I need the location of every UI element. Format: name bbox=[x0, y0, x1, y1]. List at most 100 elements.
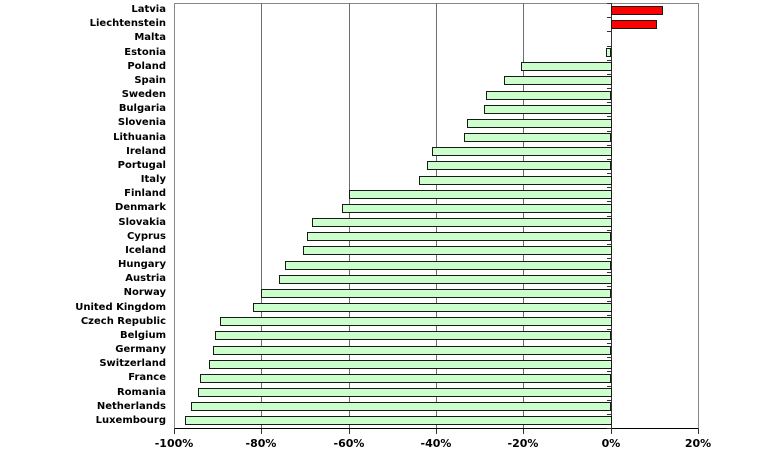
bar-finland bbox=[349, 190, 612, 199]
category-label-france: France bbox=[128, 372, 166, 383]
bar-belgium bbox=[215, 331, 611, 340]
category-label-luxembourg: Luxembourg bbox=[95, 415, 166, 426]
category-label-cyprus: Cyprus bbox=[126, 231, 166, 242]
bar-romania bbox=[198, 388, 612, 397]
category-tick-mark bbox=[607, 216, 612, 217]
category-label-switzerland: Switzerland bbox=[99, 358, 166, 369]
category-label-iceland: Iceland bbox=[125, 245, 166, 256]
x-tick-label--60: -60% bbox=[333, 437, 365, 450]
category-label-netherlands: Netherlands bbox=[96, 401, 166, 412]
bar-portugal bbox=[427, 161, 611, 170]
bar-lithuania bbox=[464, 133, 611, 142]
category-tick-mark bbox=[607, 60, 612, 61]
x-tick-mark--80 bbox=[261, 429, 262, 434]
bar-luxembourg bbox=[185, 416, 612, 425]
category-tick-mark bbox=[607, 159, 612, 160]
category-tick-mark bbox=[607, 230, 612, 231]
bar-norway bbox=[261, 289, 611, 298]
category-label-slovakia: Slovakia bbox=[118, 217, 166, 228]
x-tick-label--40: -40% bbox=[420, 437, 452, 450]
category-tick-mark bbox=[607, 131, 612, 132]
bar-poland bbox=[521, 62, 612, 71]
category-label-germany: Germany bbox=[115, 344, 166, 355]
bar-czech-republic bbox=[220, 317, 612, 326]
category-label-slovenia: Slovenia bbox=[117, 117, 166, 128]
bar-spain bbox=[504, 76, 612, 85]
x-tick-mark--20 bbox=[523, 429, 524, 434]
category-tick-mark bbox=[607, 116, 612, 117]
category-tick-mark bbox=[607, 187, 612, 188]
category-tick-mark bbox=[607, 31, 612, 32]
category-tick-mark bbox=[607, 386, 612, 387]
category-label-portugal: Portugal bbox=[117, 160, 166, 171]
bar-switzerland bbox=[209, 360, 612, 369]
category-label-czech-republic: Czech Republic bbox=[80, 316, 166, 327]
zero-axis-line bbox=[611, 3, 612, 428]
category-tick-mark bbox=[607, 301, 612, 302]
category-label-sweden: Sweden bbox=[121, 89, 166, 100]
x-tick-label--100: -100% bbox=[154, 437, 194, 450]
category-tick-mark bbox=[607, 272, 612, 273]
category-tick-mark bbox=[607, 173, 612, 174]
bar-denmark bbox=[342, 204, 612, 213]
category-tick-mark bbox=[607, 102, 612, 103]
category-tick-mark bbox=[607, 145, 612, 146]
bar-liechtenstein bbox=[611, 20, 657, 29]
category-tick-mark bbox=[607, 3, 612, 4]
bar-italy bbox=[419, 176, 612, 185]
category-label-hungary: Hungary bbox=[118, 259, 166, 270]
gridline--20 bbox=[523, 3, 524, 428]
category-label-bulgaria: Bulgaria bbox=[118, 103, 166, 114]
gridline--80 bbox=[261, 3, 262, 428]
bar-cyprus bbox=[307, 232, 611, 241]
bar-austria bbox=[279, 275, 612, 284]
bar-latvia bbox=[611, 6, 663, 15]
category-tick-mark bbox=[607, 371, 612, 372]
gridline--40 bbox=[436, 3, 437, 428]
category-tick-mark bbox=[607, 88, 612, 89]
category-tick-mark bbox=[607, 315, 612, 316]
bar-estonia bbox=[606, 48, 611, 57]
x-tick-label--80: -80% bbox=[245, 437, 277, 450]
category-label-liechtenstein: Liechtenstein bbox=[89, 18, 166, 29]
bar-netherlands bbox=[191, 402, 611, 411]
category-label-united-kingdom: United Kingdom bbox=[75, 302, 166, 313]
category-label-denmark: Denmark bbox=[115, 202, 166, 213]
bar-united-kingdom bbox=[253, 303, 612, 312]
x-tick-mark--100 bbox=[174, 429, 175, 434]
bar-hungary bbox=[285, 261, 611, 270]
category-label-romania: Romania bbox=[116, 387, 166, 398]
category-label-finland: Finland bbox=[124, 188, 166, 199]
category-label-malta: Malta bbox=[134, 32, 166, 43]
bar-sweden bbox=[486, 91, 611, 100]
bar-germany bbox=[213, 346, 611, 355]
x-tick-label-0: 0% bbox=[601, 437, 621, 450]
category-tick-mark bbox=[607, 357, 612, 358]
category-label-belgium: Belgium bbox=[120, 330, 166, 341]
x-tick-mark--60 bbox=[349, 429, 350, 434]
category-tick-mark bbox=[607, 414, 612, 415]
category-label-estonia: Estonia bbox=[124, 47, 166, 58]
bar-france bbox=[200, 374, 611, 383]
x-tick-mark--40 bbox=[436, 429, 437, 434]
category-label-lithuania: Lithuania bbox=[113, 132, 166, 143]
bar-slovakia bbox=[312, 218, 612, 227]
x-tick-label-20: 20% bbox=[684, 437, 712, 450]
category-tick-mark bbox=[607, 428, 612, 429]
x-tick-mark-20 bbox=[698, 429, 699, 434]
category-tick-mark bbox=[607, 286, 612, 287]
category-label-italy: Italy bbox=[140, 174, 166, 185]
gridline--60 bbox=[349, 3, 350, 428]
category-tick-mark bbox=[607, 400, 612, 401]
x-tick-mark-0 bbox=[611, 429, 612, 434]
bar-ireland bbox=[432, 147, 612, 156]
category-tick-mark bbox=[607, 329, 612, 330]
category-tick-mark bbox=[607, 201, 612, 202]
category-label-poland: Poland bbox=[127, 61, 166, 72]
x-tick-label--20: -20% bbox=[507, 437, 539, 450]
category-tick-mark bbox=[607, 258, 612, 259]
bar-iceland bbox=[303, 246, 612, 255]
category-tick-mark bbox=[607, 46, 612, 47]
category-tick-mark bbox=[607, 343, 612, 344]
